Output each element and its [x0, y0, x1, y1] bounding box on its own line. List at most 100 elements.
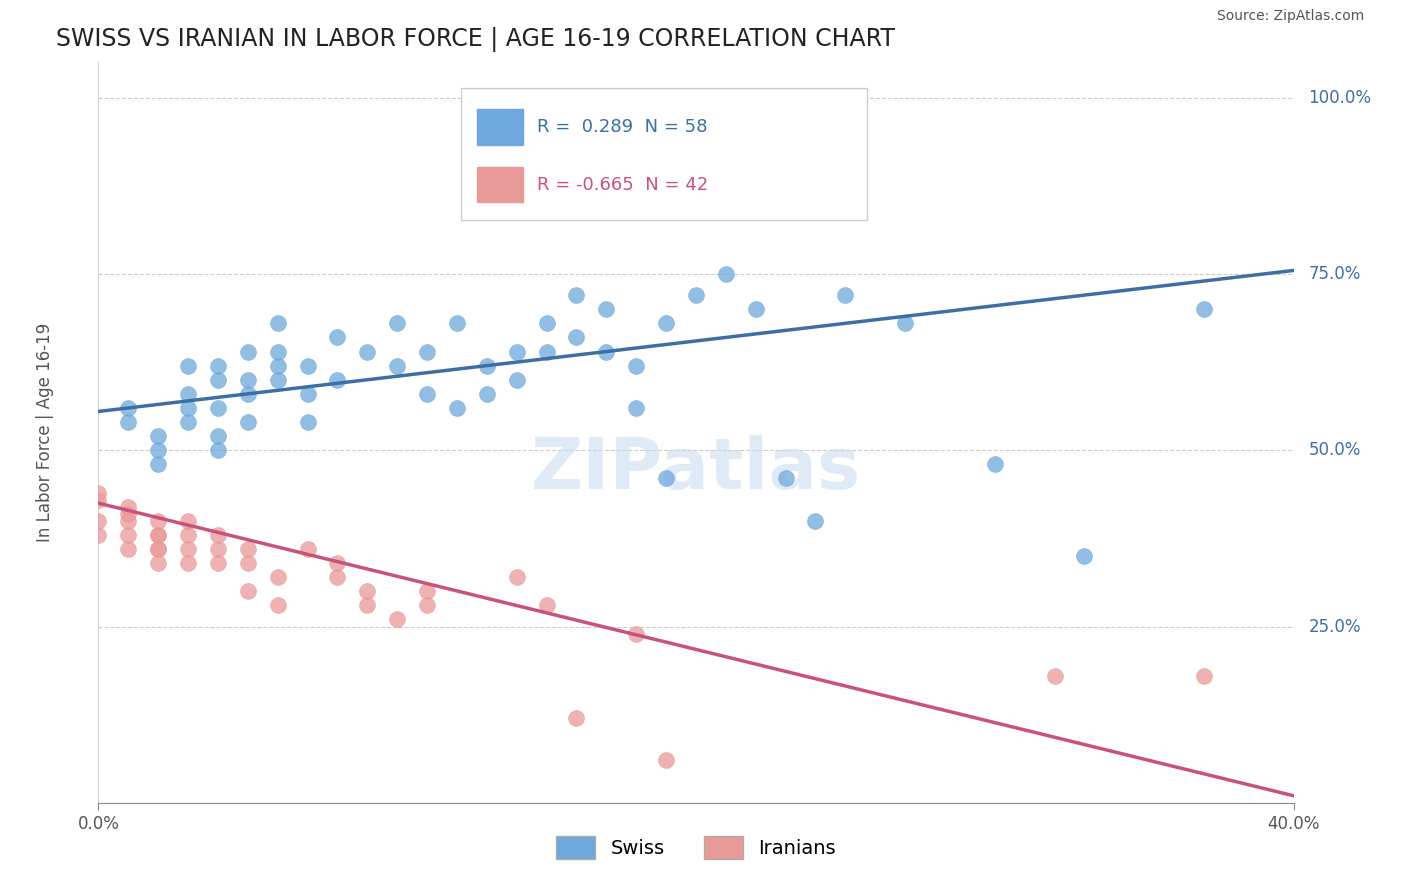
Text: 100.0%: 100.0% — [1309, 88, 1371, 107]
Text: In Labor Force | Age 16-19: In Labor Force | Age 16-19 — [35, 323, 53, 542]
Point — [236, 344, 259, 359]
Point — [1073, 549, 1095, 563]
Point — [565, 330, 588, 344]
Point — [177, 415, 200, 429]
Point — [148, 514, 170, 528]
Point — [148, 528, 170, 542]
Point — [148, 541, 170, 556]
Text: 25.0%: 25.0% — [1309, 617, 1361, 635]
Point — [385, 316, 409, 330]
Point — [297, 541, 319, 556]
Point — [385, 612, 409, 626]
Point — [894, 316, 917, 330]
Point — [207, 401, 229, 415]
Point — [148, 429, 170, 443]
Point — [745, 302, 768, 317]
FancyBboxPatch shape — [461, 88, 868, 220]
Point — [87, 492, 110, 507]
Text: SWISS VS IRANIAN IN LABOR FORCE | AGE 16-19 CORRELATION CHART: SWISS VS IRANIAN IN LABOR FORCE | AGE 16… — [56, 27, 896, 52]
Point — [1043, 669, 1066, 683]
Point — [475, 387, 498, 401]
Point — [117, 500, 139, 514]
Point — [177, 528, 200, 542]
Point — [207, 373, 229, 387]
Point — [267, 599, 290, 613]
Text: 75.0%: 75.0% — [1309, 265, 1361, 283]
Point — [207, 556, 229, 570]
Text: 50.0%: 50.0% — [1309, 442, 1361, 459]
Point — [356, 344, 378, 359]
Point — [1192, 669, 1215, 683]
Point — [207, 359, 229, 373]
Legend: Swiss, Iranians: Swiss, Iranians — [548, 828, 844, 867]
Point — [177, 541, 200, 556]
Point — [655, 754, 678, 768]
Point — [236, 415, 259, 429]
Point — [655, 316, 678, 330]
Point — [117, 541, 139, 556]
Point — [416, 387, 439, 401]
Point — [626, 401, 648, 415]
Point — [177, 514, 200, 528]
Point — [207, 528, 229, 542]
Point — [207, 443, 229, 458]
Point — [87, 528, 110, 542]
Point — [326, 373, 349, 387]
Point — [236, 373, 259, 387]
Point — [536, 344, 558, 359]
Point — [804, 514, 827, 528]
Point — [267, 359, 290, 373]
Point — [1192, 302, 1215, 317]
Point — [177, 556, 200, 570]
Point — [595, 302, 617, 317]
Point — [565, 711, 588, 725]
FancyBboxPatch shape — [477, 167, 523, 202]
Point — [267, 316, 290, 330]
Point — [626, 359, 648, 373]
Point — [117, 415, 139, 429]
Point — [475, 359, 498, 373]
Point — [685, 288, 707, 302]
Point — [117, 514, 139, 528]
Point — [655, 471, 678, 485]
Point — [177, 359, 200, 373]
Text: Source: ZipAtlas.com: Source: ZipAtlas.com — [1216, 9, 1364, 23]
Point — [267, 570, 290, 584]
Point — [506, 344, 529, 359]
Point — [148, 528, 170, 542]
Point — [177, 387, 200, 401]
Point — [416, 599, 439, 613]
Point — [416, 584, 439, 599]
Point — [385, 359, 409, 373]
Text: R =  0.289  N = 58: R = 0.289 N = 58 — [537, 118, 707, 136]
Point — [267, 344, 290, 359]
Point — [236, 541, 259, 556]
Point — [207, 541, 229, 556]
Point — [117, 507, 139, 521]
Point — [87, 485, 110, 500]
Point — [267, 373, 290, 387]
Point — [626, 626, 648, 640]
Point — [416, 344, 439, 359]
Point — [236, 556, 259, 570]
Point — [326, 556, 349, 570]
Point — [356, 584, 378, 599]
Text: ZIPatlas: ZIPatlas — [531, 435, 860, 504]
Point — [177, 401, 200, 415]
Point — [297, 359, 319, 373]
Point — [506, 373, 529, 387]
Point — [536, 316, 558, 330]
Point — [714, 267, 737, 281]
Text: R = -0.665  N = 42: R = -0.665 N = 42 — [537, 176, 709, 194]
Point — [87, 514, 110, 528]
Point — [446, 316, 468, 330]
Point — [236, 387, 259, 401]
Point — [834, 288, 856, 302]
Point — [297, 387, 319, 401]
Point — [148, 556, 170, 570]
Point — [326, 330, 349, 344]
Point — [595, 344, 617, 359]
Point — [117, 528, 139, 542]
FancyBboxPatch shape — [477, 109, 523, 145]
Point — [565, 288, 588, 302]
